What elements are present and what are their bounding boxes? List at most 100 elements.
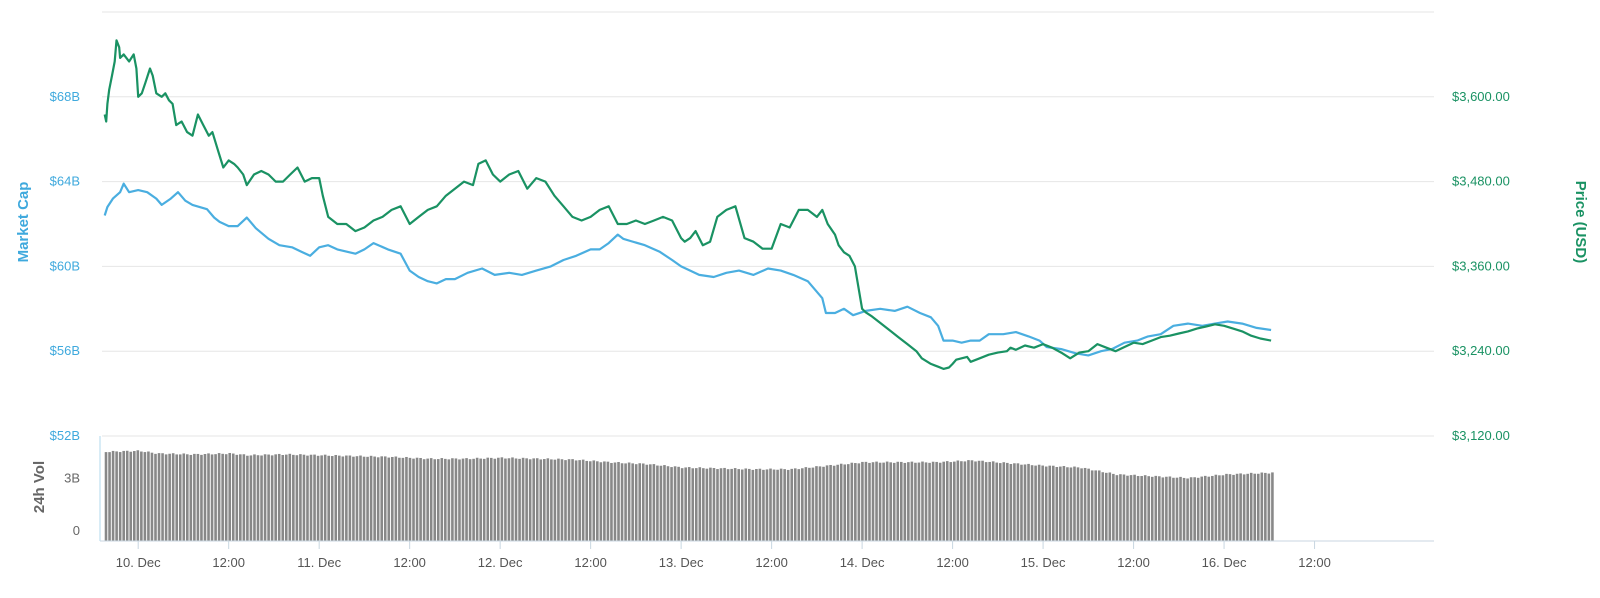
market-cap-line xyxy=(103,182,1272,357)
volume-bar xyxy=(1260,472,1264,541)
volume-bar xyxy=(596,461,599,541)
volume-bar xyxy=(557,458,560,541)
volume-bar xyxy=(945,461,949,541)
volume-bar xyxy=(762,469,765,541)
volume-bar xyxy=(405,456,408,541)
volume-bar xyxy=(189,454,193,541)
volume-bar xyxy=(698,467,702,541)
volume-bar xyxy=(705,468,709,541)
volume-bar xyxy=(256,455,260,541)
volume-bar xyxy=(154,453,157,541)
volume-bar xyxy=(624,463,627,541)
volume-bar xyxy=(140,451,143,541)
volume-bar xyxy=(288,453,292,541)
left-tick-label: $64B xyxy=(50,174,80,189)
volume-bar xyxy=(1023,464,1027,541)
volume-bar xyxy=(726,469,730,541)
volume-bar xyxy=(956,460,960,541)
volume-bar xyxy=(1027,463,1030,541)
volume-bar xyxy=(588,461,592,541)
volume-bar xyxy=(1189,477,1193,541)
volume-bar xyxy=(843,464,847,541)
volume-bar xyxy=(115,451,118,541)
volume-bar xyxy=(818,466,822,541)
volume-bar xyxy=(366,456,369,541)
volume-bar xyxy=(854,463,857,541)
left-tick-label: $68B xyxy=(50,89,80,104)
volume-bar xyxy=(500,457,504,541)
volume-bar xyxy=(214,454,217,541)
volume-bar xyxy=(373,456,376,541)
volume-bar xyxy=(217,453,221,541)
left-axis-title: Market Cap xyxy=(15,182,32,263)
volume-bar xyxy=(1041,465,1044,541)
volume-bar xyxy=(970,460,974,541)
volume-bar xyxy=(1253,473,1257,541)
volume-bar xyxy=(1115,475,1119,541)
volume-bar xyxy=(306,455,309,541)
volume-bar xyxy=(592,460,596,541)
volume-bar xyxy=(907,462,910,541)
volume-bar xyxy=(641,463,645,541)
volume-bar xyxy=(712,468,716,541)
volume-bar xyxy=(1214,474,1218,541)
volume-bar xyxy=(171,453,175,541)
volume-bar xyxy=(620,463,624,541)
volume-bar xyxy=(164,454,168,541)
volume-bar xyxy=(493,458,497,541)
volume-bar xyxy=(666,466,670,541)
volume-bar xyxy=(1048,465,1052,541)
volume-bar xyxy=(910,461,914,541)
volume-bar xyxy=(1069,467,1073,541)
volume-bar xyxy=(334,454,338,541)
grid-layer xyxy=(102,11,1434,437)
volume-bar xyxy=(680,468,684,541)
volume-bar xyxy=(574,460,578,541)
volume-bar xyxy=(627,462,631,541)
volume-bar xyxy=(1232,474,1235,541)
x-tick-label: 12:00 xyxy=(212,555,245,570)
volume-bar xyxy=(1101,472,1105,541)
volume-bar xyxy=(210,454,214,541)
x-tick-label: 16. Dec xyxy=(1202,555,1247,570)
volume-bar xyxy=(1203,475,1207,541)
volume-bar xyxy=(974,461,977,541)
volume-bar xyxy=(253,454,256,541)
volume-bar xyxy=(808,467,811,541)
volume-bar xyxy=(691,468,695,541)
volume-bar xyxy=(645,464,649,541)
volume-bar xyxy=(295,455,299,541)
volume-bar xyxy=(228,452,232,541)
volume-bar xyxy=(786,469,790,541)
volume-bar xyxy=(239,454,242,541)
volume-bar xyxy=(839,463,843,541)
volume-bar xyxy=(1196,477,1200,541)
volume-bar xyxy=(977,460,981,541)
volume-bar xyxy=(108,452,111,541)
volume-bar xyxy=(1182,477,1186,541)
volume-bar xyxy=(899,461,903,541)
volume-bar xyxy=(1161,477,1165,541)
series-layer xyxy=(103,39,1272,370)
volume-bar xyxy=(649,464,652,541)
volume-bar xyxy=(465,458,468,541)
volume-bar xyxy=(486,457,490,541)
volume-bar xyxy=(521,457,525,541)
volume-bar xyxy=(733,468,737,541)
volume-bar xyxy=(1207,476,1211,541)
volume-bar xyxy=(995,462,999,541)
volume-bar xyxy=(504,458,507,541)
volume-bar xyxy=(811,467,815,541)
volume-bar xyxy=(825,465,829,541)
volume-bar xyxy=(535,458,539,541)
volume-bar xyxy=(652,464,656,541)
volume-bar xyxy=(1104,472,1108,541)
volume-bar xyxy=(281,454,285,541)
volume-bar xyxy=(1034,465,1037,541)
volume-bar xyxy=(571,459,574,541)
volume-bar xyxy=(1158,476,1161,541)
volume-bar xyxy=(765,469,769,541)
volume-bar xyxy=(532,458,535,541)
volume-bar xyxy=(1235,473,1239,541)
volume-bar xyxy=(440,458,444,541)
